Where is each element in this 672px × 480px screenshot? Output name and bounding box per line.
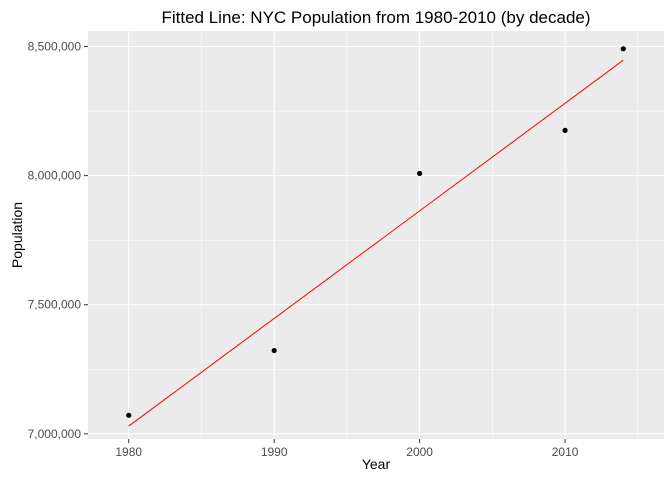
minor-gridlines: [88, 31, 664, 439]
data-point-2: [417, 170, 423, 177]
plot-panel: [88, 31, 664, 439]
y-tick-label-1: 7,500,000: [28, 298, 82, 312]
data-point-3: [562, 127, 568, 133]
data-points: [126, 46, 626, 418]
y-tick-label-3: 8,500,000: [28, 39, 82, 53]
y-axis-title: Population: [9, 202, 25, 268]
data-point-1: [271, 347, 277, 354]
data-point-4: [620, 46, 626, 52]
x-tick-label-2: 2000: [406, 445, 433, 459]
chart-title: Fitted Line: NYC Population from 1980-20…: [161, 8, 590, 27]
y-tick-label-2: 8,000,000: [28, 169, 82, 183]
x-axis-tick-labels: 1980 1990 2000 2010: [115, 445, 578, 459]
axis-ticks: [84, 45, 566, 443]
y-tick-label-0: 7,000,000: [28, 427, 82, 441]
x-axis-title: Year: [362, 456, 391, 472]
data-point-0: [126, 412, 132, 418]
x-tick-label-3: 2010: [552, 445, 579, 459]
x-tick-label-0: 1980: [115, 445, 142, 459]
x-tick-label-1: 1990: [261, 445, 288, 459]
y-axis-tick-labels: 7,000,000 7,500,000 8,000,000 8,500,000: [28, 39, 82, 440]
fit-line-layer: [128, 59, 624, 427]
major-gridlines: [88, 31, 664, 439]
fit-line: [128, 59, 624, 427]
